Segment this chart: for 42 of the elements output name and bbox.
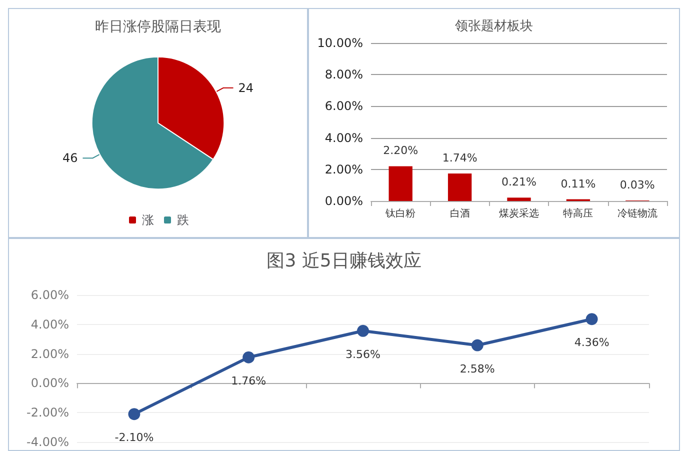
x-tick-label: 特高压 [563, 208, 594, 220]
data-label: 46 [62, 151, 78, 166]
point [471, 339, 484, 352]
y-tick-label: 4.00% [324, 130, 363, 145]
data-label: 2.20% [383, 144, 418, 158]
y-tick-label: 2.00% [324, 162, 363, 176]
bar [388, 166, 412, 201]
chart-title: 图3 近5日赚钱效应 [266, 250, 422, 272]
x-tick-label: 钛白粉 [384, 208, 416, 220]
point [128, 408, 140, 420]
legend-label: 涨 [142, 213, 154, 227]
x-tick-label: 煤炭采选 [499, 208, 539, 220]
data-label: 1.74% [442, 152, 478, 165]
data-label: 3.56% [346, 348, 380, 361]
data-label: 0.03% [620, 178, 655, 192]
data-label: 0.21% [502, 176, 536, 189]
chart-title: 领张题材板块 [455, 19, 533, 34]
y-tick-label: 0.00% [30, 376, 69, 390]
point [586, 313, 598, 326]
y-tick-label: 4.00% [30, 317, 69, 332]
y-tick-label: 0.00% [324, 194, 363, 208]
point [242, 351, 255, 364]
bar [448, 174, 472, 201]
x-tick-label: 冷链物流 [617, 208, 658, 220]
data-label: 24 [238, 80, 254, 95]
y-tick-label: -2.00% [26, 406, 69, 420]
y-tick-label: 8.00% [324, 68, 363, 82]
legend-label: 跌 [177, 213, 189, 227]
y-tick-label: 2.00% [30, 346, 69, 361]
y-tick-label: 6.00% [30, 288, 69, 302]
data-label: 2.58% [460, 362, 495, 376]
y-tick-label: 6.00% [324, 99, 363, 114]
y-tick-label: 10.00% [317, 36, 363, 50]
data-label: 0.11% [560, 177, 596, 190]
data-label: -2.10% [114, 431, 154, 444]
point [357, 324, 369, 337]
y-tick-label: -4.00% [26, 435, 69, 449]
chart-title: 昨日涨停股隔日表现 [95, 19, 221, 35]
bar [507, 198, 531, 201]
x-tick-label: 白酒 [450, 208, 470, 220]
data-label: 4.36% [574, 336, 610, 350]
data-label: 1.76% [231, 374, 266, 388]
